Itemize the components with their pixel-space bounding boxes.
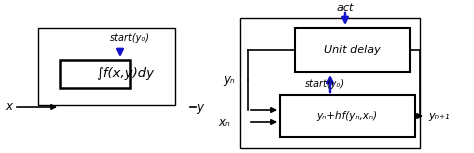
Text: xₙ: xₙ [218,116,230,129]
Bar [60,60,130,88]
Text: yₙ+hf(yₙ,xₙ): yₙ+hf(yₙ,xₙ) [317,111,377,121]
Bar [240,18,420,148]
Bar [295,28,410,72]
Text: y: y [196,101,203,114]
Text: ∫f(x,y)dy: ∫f(x,y)dy [96,67,154,80]
Text: act: act [337,3,354,13]
Text: Unit delay: Unit delay [324,45,380,55]
Bar [280,95,415,137]
Text: start(y₀): start(y₀) [110,33,150,43]
Text: yₙ: yₙ [223,73,235,86]
Text: start(y₀): start(y₀) [305,79,345,89]
Bar [38,28,175,105]
Text: yₙ₊₁: yₙ₊₁ [428,111,449,121]
Text: x: x [5,101,12,114]
